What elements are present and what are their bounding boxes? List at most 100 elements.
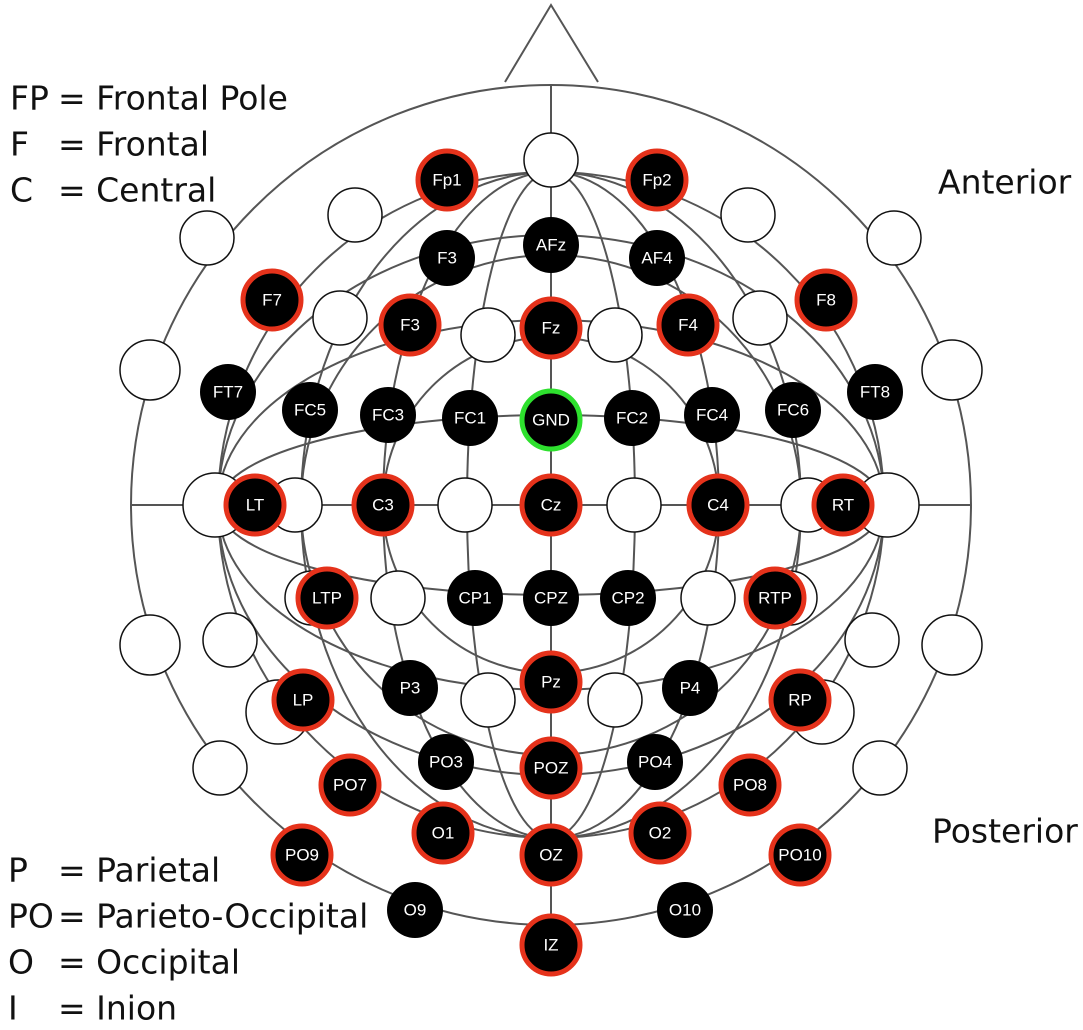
electrode-label: RTP: [758, 589, 792, 608]
legend-abbr: FP: [10, 79, 49, 118]
empty-site: [370, 570, 426, 626]
empty-site: [312, 290, 368, 346]
electrode-label: OZ: [539, 846, 563, 865]
electrode: [604, 390, 660, 446]
electrode: [657, 882, 713, 938]
electrode: [794, 268, 858, 332]
legend-definition: = Parieto-Occipital: [58, 897, 368, 936]
empty-site: [680, 570, 736, 626]
electrode-label: Fp1: [432, 171, 461, 190]
legend-definition: = Occipital: [58, 943, 240, 982]
electrode: [847, 364, 903, 420]
legend-abbr: F: [10, 125, 29, 164]
legend-abbr: P: [8, 851, 28, 890]
legend-abbr: PO: [8, 897, 54, 936]
empty-site: [119, 339, 181, 401]
electrode: [768, 668, 832, 732]
electrode-label: F3: [400, 316, 420, 335]
electrode: [743, 566, 807, 630]
electrode-label: CP2: [611, 589, 644, 608]
electrode-label: Cz: [541, 496, 562, 515]
electrode-label: PO4: [638, 753, 672, 772]
electrode-label: FC4: [696, 406, 728, 425]
electrode: [684, 387, 740, 443]
electrode-label: F8: [816, 291, 836, 310]
electrode-label: F4: [678, 316, 698, 335]
electrode: [519, 650, 583, 714]
electrode-label: FC2: [616, 409, 648, 428]
electrode-label: PO8: [733, 776, 767, 795]
electrode: [419, 230, 475, 286]
electrode-label: POZ: [534, 759, 569, 778]
empty-site: [202, 612, 258, 668]
electrode-label: F3: [437, 249, 457, 268]
electrodes: Fp1 Fp2 AFz F3 AF4 F7 F3 Fz F4 F8 FT7 FC5 FC3 FC1 GND F…: [200, 148, 903, 977]
electrode-label: Pz: [541, 673, 561, 692]
electrode-label: O9: [404, 901, 427, 920]
electrode-label: O1: [432, 824, 455, 843]
electrode-label: IZ: [543, 936, 558, 955]
electrode: [282, 382, 338, 438]
legend-definition: = Inion: [58, 989, 177, 1028]
electrode-label: P4: [680, 679, 701, 698]
electrode-label: FT8: [860, 383, 890, 402]
electrode: [382, 660, 438, 716]
electrode-label: LT: [246, 496, 265, 515]
electrode: [662, 660, 718, 716]
electrode: [627, 734, 683, 790]
electrode-label: RP: [788, 691, 812, 710]
electrode: [270, 823, 334, 887]
electrode-label: FC1: [454, 409, 486, 428]
electrode: [240, 268, 304, 332]
electrode-label: PO9: [285, 846, 319, 865]
empty-site: [921, 614, 983, 676]
electrode: [318, 753, 382, 817]
empty-site: [460, 672, 516, 728]
electrode: [411, 801, 475, 865]
electrode: [600, 570, 656, 626]
electrode: [519, 913, 583, 977]
empty-site: [119, 614, 181, 676]
electrode-label: LTP: [312, 589, 342, 608]
empty-site: [866, 210, 922, 266]
legend-definition: = Parietal: [58, 851, 220, 890]
electrode: [447, 570, 503, 626]
empty-site: [852, 740, 908, 796]
electrode: [415, 148, 479, 212]
electrode: [295, 566, 359, 630]
empty-site: [192, 740, 248, 796]
empty-site: [523, 132, 579, 188]
electrode-label: F7: [262, 291, 282, 310]
electrode-label: FC6: [777, 401, 809, 420]
electrode-label: CP1: [458, 589, 491, 608]
empty-site: [732, 290, 788, 346]
electrode: [625, 148, 689, 212]
electrode-label: PO3: [429, 753, 463, 772]
legend-definition: = Frontal: [58, 125, 209, 164]
electrode-label: FC5: [294, 401, 326, 420]
electrode-label: AF4: [641, 249, 672, 268]
empty-site: [844, 612, 900, 668]
electrode-label: LP: [293, 691, 314, 710]
electrode: [200, 364, 256, 420]
electrode-label: C3: [372, 496, 394, 515]
empty-site: [179, 210, 235, 266]
electrode: [765, 382, 821, 438]
empty-site: [437, 477, 493, 533]
electrode: [519, 388, 583, 452]
electrode: [686, 473, 750, 537]
empty-site: [606, 477, 662, 533]
electrode-label: O2: [649, 824, 672, 843]
electrode-label: Fz: [542, 319, 561, 338]
electrode: [360, 387, 416, 443]
legend-definition: = Central: [58, 171, 216, 210]
electrode: [519, 473, 583, 537]
empty-site: [587, 672, 643, 728]
empty-site: [460, 307, 516, 363]
legend-abbr: C: [10, 171, 33, 210]
electrode-label: RT: [832, 496, 854, 515]
electrode: [628, 801, 692, 865]
electrode: [519, 736, 583, 800]
legend-definition: = Frontal Pole: [58, 79, 288, 118]
